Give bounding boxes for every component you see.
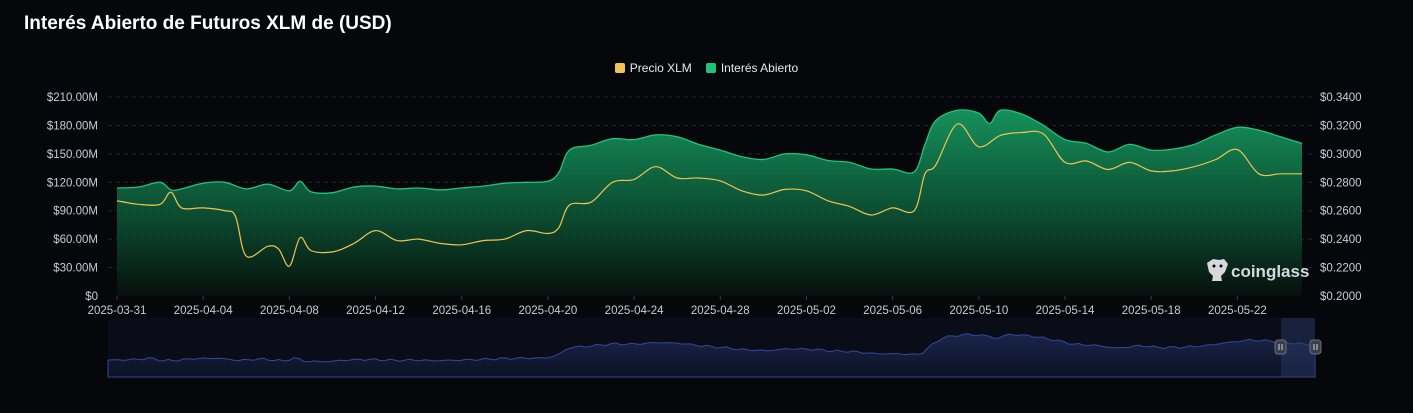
x-tick-label: 2025-05-18 [1122, 305, 1181, 317]
legend-label-open-interest: Interés Abierto [720, 61, 799, 75]
y-axis-left: $0 $30.00M $60.00M $90.00M $120.00M $150.00M $… [47, 92, 98, 303]
y-left-tick-label: $0 [85, 291, 98, 303]
y-left-tick-label: $150.00M [47, 149, 98, 161]
plot-area[interactable] [116, 109, 1303, 296]
x-tick-label: 2025-04-24 [605, 305, 664, 317]
coinglass-logo-icon [1207, 259, 1228, 281]
navigator-handle-right[interactable] [1309, 339, 1322, 355]
chart-title: Interés Abierto de Futuros XLM de (USD) [24, 13, 392, 34]
watermark-text: coinglass [1231, 262, 1309, 281]
y-axis-right: $0.2000 $0.2200 $0.2400 $0.2600 $0.2800 $0.30… [1320, 92, 1362, 303]
range-navigator[interactable] [107, 318, 1322, 378]
y-left-tick-label: $30.00M [53, 263, 98, 275]
y-right-tick-label: $0.2600 [1320, 206, 1362, 218]
navigator-series [107, 333, 1316, 378]
y-right-tick-label: $0.3400 [1320, 92, 1362, 104]
open-interest-area[interactable] [117, 109, 1302, 296]
legend: Precio XLM Interés Abierto [0, 61, 1413, 75]
y-right-tick-label: $0.3000 [1320, 149, 1362, 161]
x-tick-label: 2025-04-12 [346, 305, 405, 317]
x-tick-label: 2025-05-14 [1036, 305, 1095, 317]
y-left-tick-label: $120.00M [47, 177, 98, 189]
legend-swatch-price [614, 63, 625, 73]
x-tick-label: 2025-04-04 [174, 305, 233, 317]
x-axis: 2025-03-31 2025-04-04 2025-04-08 2025-04-12… [88, 296, 1267, 317]
x-tick-label: 2025-05-10 [949, 305, 1008, 317]
y-right-tick-label: $0.3200 [1320, 120, 1362, 132]
navigator-handle-left[interactable] [1274, 339, 1287, 355]
legend-label-price: Precio XLM [629, 61, 692, 75]
y-right-tick-label: $0.2000 [1320, 291, 1362, 303]
y-right-tick-label: $0.2800 [1320, 177, 1362, 189]
x-tick-label: 2025-04-16 [432, 305, 491, 317]
x-tick-label: 2025-05-02 [777, 305, 836, 317]
y-right-tick-label: $0.2400 [1320, 234, 1362, 246]
x-tick-label: 2025-04-28 [691, 305, 750, 317]
legend-item-open-interest[interactable]: Interés Abierto [705, 61, 799, 75]
y-left-tick-label: $60.00M [53, 234, 98, 246]
y-right-tick-label: $0.2200 [1320, 263, 1362, 275]
x-tick-label: 2025-05-06 [863, 305, 922, 317]
legend-item-price[interactable]: Precio XLM [614, 61, 692, 75]
watermark: coinglass [1207, 259, 1309, 281]
legend-swatch-open-interest [705, 63, 716, 73]
x-tick-label: 2025-05-22 [1208, 305, 1267, 317]
open-interest-line[interactable] [116, 109, 1303, 194]
x-tick-label: 2025-04-20 [518, 305, 577, 317]
x-tick-label: 2025-03-31 [88, 305, 147, 317]
y-left-tick-label: $90.00M [53, 206, 98, 218]
navigator-selection[interactable] [1281, 318, 1315, 377]
price-line[interactable] [116, 123, 1302, 267]
x-tick-label: 2025-04-08 [260, 305, 319, 317]
y-left-tick-label: $180.00M [47, 120, 98, 132]
y-left-tick-label: $210.00M [47, 92, 98, 104]
